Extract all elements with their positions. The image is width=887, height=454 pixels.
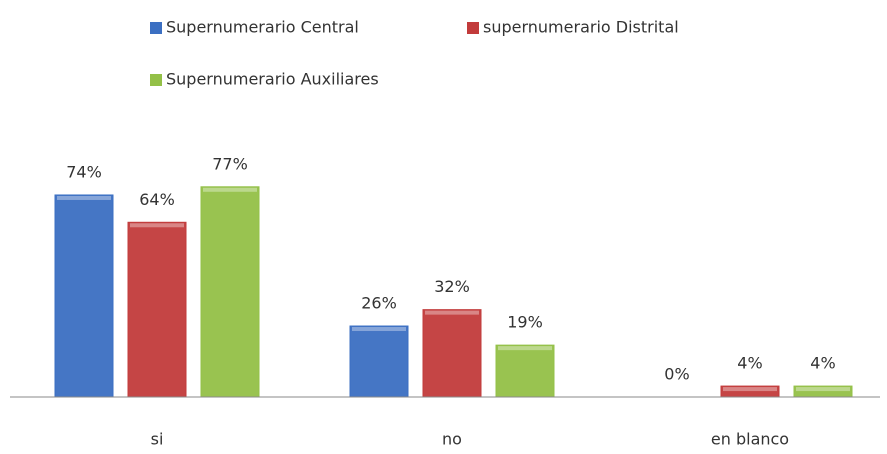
data-label: 77% xyxy=(212,154,248,173)
bar xyxy=(422,309,482,398)
bar xyxy=(127,221,187,398)
bar-highlight xyxy=(498,346,552,351)
data-label: 4% xyxy=(737,354,762,373)
bar-highlight xyxy=(57,195,111,200)
bar-highlight xyxy=(203,187,257,192)
x-tick-label: en blanco xyxy=(711,430,789,449)
data-label: 64% xyxy=(139,190,175,209)
legend-label: Supernumerario Auxiliares xyxy=(166,70,379,89)
x-tick-label: si xyxy=(151,430,164,449)
legend-swatch xyxy=(467,22,479,34)
data-label: 0% xyxy=(664,365,689,384)
data-label: 74% xyxy=(66,162,102,181)
legend-swatch xyxy=(150,74,162,86)
bar-highlight xyxy=(130,223,184,228)
legend-swatch xyxy=(150,22,162,34)
bar xyxy=(54,194,114,398)
bar-highlight xyxy=(425,310,479,315)
bar-highlight xyxy=(352,327,406,332)
x-tick-label: no xyxy=(442,430,462,449)
bar xyxy=(349,325,409,398)
bar-highlight xyxy=(723,387,777,392)
legend-label: Supernumerario Central xyxy=(166,18,359,37)
bar xyxy=(200,186,260,398)
bar-highlight xyxy=(796,387,850,392)
bar xyxy=(495,344,555,398)
data-label: 32% xyxy=(434,277,470,296)
data-label: 19% xyxy=(507,313,543,332)
data-label: 26% xyxy=(361,294,397,313)
data-label: 4% xyxy=(810,354,835,373)
legend-label: supernumerario Distrital xyxy=(483,18,679,37)
